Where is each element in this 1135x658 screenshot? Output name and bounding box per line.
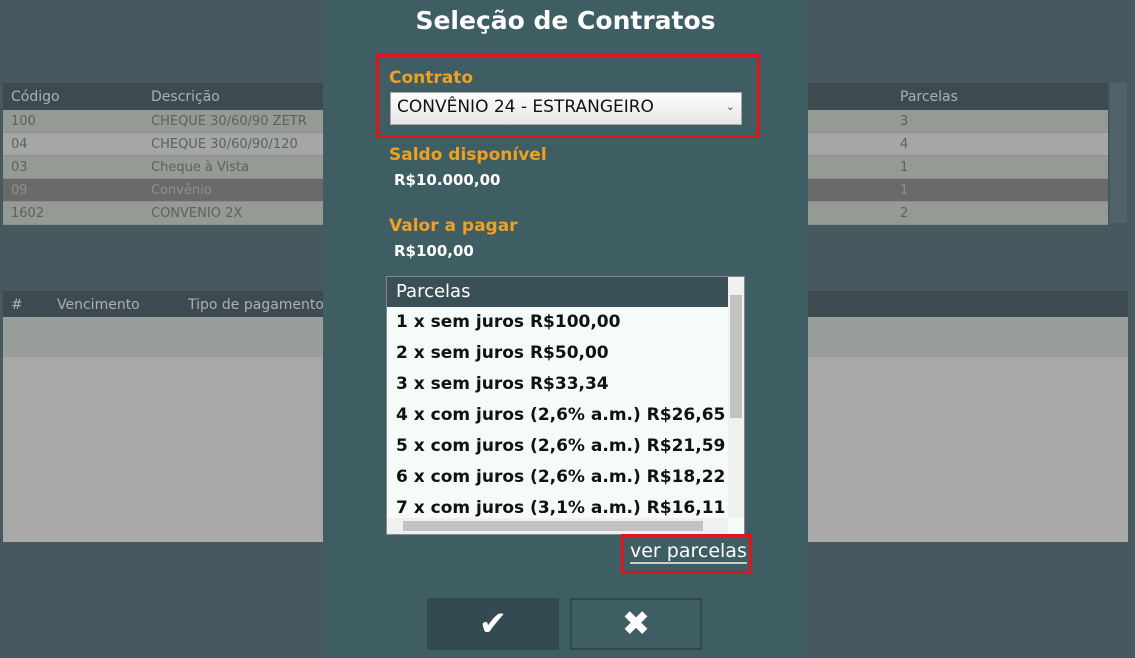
cancel-button[interactable]: ✖ [570, 598, 702, 650]
table-cell: 04 [11, 137, 28, 152]
check-icon: ✔ [478, 604, 508, 644]
installment-option[interactable]: 6 x com juros (2,6% a.m.) R$18,22 [396, 467, 726, 487]
scroll-thumb[interactable] [403, 521, 703, 531]
col-codigo[interactable]: Código [11, 89, 60, 105]
contract-select[interactable]: CONVÊNIO 24 - ESTRANGEIRO ⌄ [390, 92, 742, 125]
table-cell: CHEQUE 30/60/90/120 [151, 137, 298, 152]
installments-header: Parcelas [387, 277, 728, 307]
view-installments-link[interactable]: ver parcelas [630, 540, 747, 564]
table-cell: 2 [900, 206, 909, 221]
amount-label: Valor a pagar [389, 216, 518, 236]
table-cell: CHEQUE 30/60/90 ZETR [151, 114, 307, 129]
col-parcelas[interactable]: Parcelas [900, 89, 958, 105]
installment-option[interactable]: 4 x com juros (2,6% a.m.) R$26,65 [396, 405, 726, 425]
col-vencimento[interactable]: Vencimento [57, 297, 140, 313]
contract-value: CONVÊNIO 24 - ESTRANGEIRO [397, 97, 654, 117]
scroll-thumb[interactable] [730, 295, 742, 418]
col-number[interactable]: # [11, 297, 23, 313]
installment-option[interactable]: 3 x sem juros R$33,34 [396, 374, 609, 394]
list-horizontal-scrollbar[interactable] [387, 518, 728, 534]
amount-value: R$100,00 [394, 242, 474, 260]
contract-selection-dialog: Seleção de Contratos Contrato CONVÊNIO 2… [323, 0, 808, 658]
contract-highlight [376, 54, 760, 138]
installments-list[interactable]: Parcelas 1 x sem juros R$100,00 2 x sem j… [386, 276, 745, 535]
installment-option[interactable]: 2 x sem juros R$50,00 [396, 343, 609, 363]
installment-option[interactable]: 1 x sem juros R$100,00 [396, 312, 621, 332]
table-cell: 03 [11, 160, 28, 175]
link-highlight [621, 534, 752, 574]
installment-option[interactable]: 7 x com juros (3,1% a.m.) R$16,11 [396, 498, 726, 518]
table-cell: 1602 [11, 206, 45, 221]
table-cell: 1 [900, 160, 909, 175]
table-cell: 09 [11, 183, 28, 198]
table-cell: CONVENIO 2X [151, 206, 243, 221]
table-cell: 4 [900, 137, 909, 152]
balance-value: R$10.000,00 [394, 171, 501, 189]
list-vertical-scrollbar[interactable] [728, 277, 744, 518]
table-scrollbar[interactable] [1110, 83, 1127, 223]
contract-label: Contrato [389, 68, 474, 88]
confirm-button[interactable]: ✔ [427, 598, 559, 650]
col-tipo-pagamento[interactable]: Tipo de pagamento [188, 297, 324, 313]
table-cell: 3 [900, 114, 909, 129]
table-cell: Cheque à Vista [151, 160, 250, 175]
table-cell: Convênio [151, 183, 212, 198]
col-descricao[interactable]: Descrição [151, 89, 220, 105]
balance-label: Saldo disponível [389, 145, 547, 165]
table-cell: 100 [11, 114, 36, 129]
dialog-title: Seleção de Contratos [415, 6, 716, 35]
table-cell: 1 [900, 183, 909, 198]
close-icon: ✖ [621, 604, 651, 644]
chevron-down-icon: ⌄ [725, 100, 735, 113]
installment-option[interactable]: 5 x com juros (2,6% a.m.) R$21,59 [396, 436, 726, 456]
